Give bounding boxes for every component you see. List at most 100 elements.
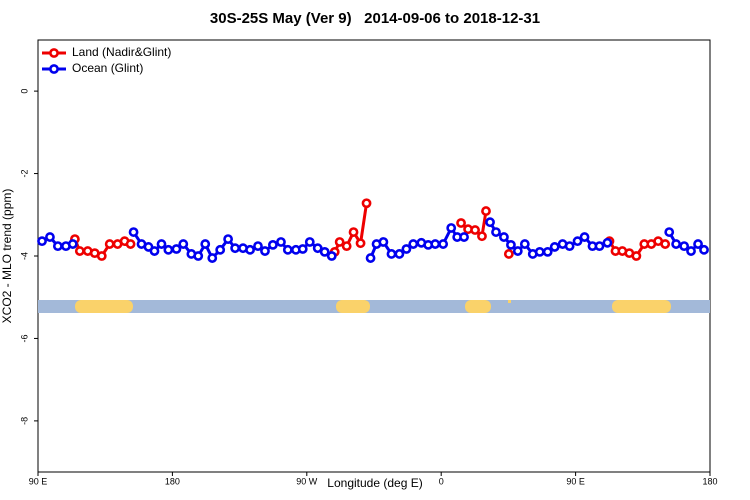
point [485,217,495,228]
point [378,237,389,247]
point [503,249,514,259]
point [223,234,234,244]
point [297,244,308,254]
legend-label: Ocean (Glint) [72,61,143,75]
legend-marker [49,64,59,74]
land-band [612,300,671,313]
point [408,239,419,249]
x-tick-label: 90 E [29,476,48,486]
point [506,239,516,250]
x-tick-label: 90 E [566,476,585,486]
point [326,251,337,261]
y-axis-label: XCO2 - MLO trend (ppm) [0,189,14,324]
point [519,239,530,249]
point [499,232,509,242]
land-ocean-band [38,300,710,313]
point [512,246,523,256]
point [386,249,397,259]
point [481,206,491,216]
point [564,241,575,252]
point [37,236,47,247]
point [163,244,174,255]
legend-marker [49,48,59,58]
point [394,249,405,259]
point [594,241,605,252]
point [686,246,696,256]
point [260,246,270,256]
point [693,239,703,249]
point [361,198,372,209]
point [230,243,241,254]
x-tick-label: 180 [702,476,717,486]
point [549,242,560,252]
point [67,239,78,249]
point [341,241,352,252]
point [207,253,218,263]
point [491,227,501,237]
point [125,239,136,249]
point [401,244,412,254]
point [664,227,675,237]
point [446,223,457,233]
point [156,239,167,249]
point [74,246,85,256]
point [193,251,204,261]
point [671,239,682,249]
y-tick-label: -4 [19,252,29,260]
y-tick-label: -2 [19,170,29,178]
y-tick-label: 0 [19,89,29,94]
point [459,232,469,242]
point [215,244,226,255]
point [579,232,590,242]
point [245,244,255,255]
point [276,237,286,247]
point [253,241,263,252]
point [319,246,330,257]
point [104,239,115,249]
point [602,237,613,248]
point [572,236,583,247]
x-tick-label: 0 [439,476,444,486]
point [312,243,323,254]
point [282,244,293,255]
point [631,251,642,261]
ocean-band [38,300,710,313]
chart-title: 30S-25S May (Ver 9) 2014-09-06 to 2018-1… [210,10,540,27]
point [542,246,553,257]
point [477,231,487,242]
y-tick-label: -6 [19,334,29,342]
point [430,239,441,249]
x-tick-label: 180 [165,476,180,486]
point [355,238,366,249]
point [45,232,55,242]
land-band [508,300,511,303]
point [178,239,189,249]
point [348,227,359,237]
point [304,237,315,247]
point [200,239,211,249]
point [96,251,107,261]
point [534,246,545,257]
point [149,246,160,256]
land-band [75,300,133,313]
point [679,241,690,252]
point [470,225,480,235]
point [128,227,139,237]
point [699,244,709,255]
point [660,239,671,249]
point [52,241,63,252]
point [268,239,278,250]
point [365,253,376,263]
legend-label: Land (Nadir&Glint) [72,45,171,59]
point [456,218,466,228]
land-band [336,300,370,313]
land-band [465,300,491,313]
x-axis-label: Longitude (deg E) [327,476,422,490]
point [438,239,449,249]
x-tick-label: 90 W [296,476,318,486]
y-tick-label: -8 [19,417,29,425]
point [171,244,182,254]
point [334,237,345,247]
